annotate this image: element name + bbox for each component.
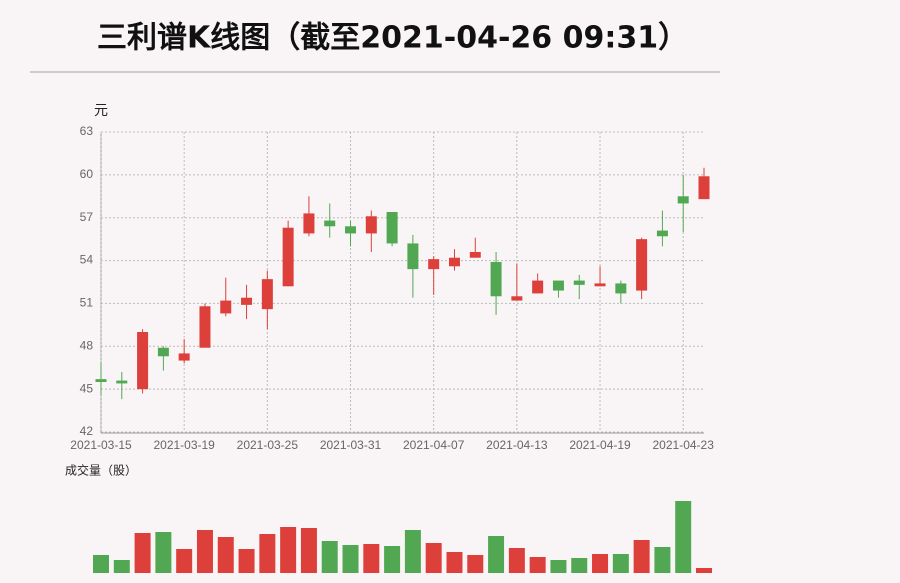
volume-bar [446, 552, 463, 573]
y-tick-label: 51 [80, 296, 94, 310]
candle-body [220, 300, 232, 314]
volume-bar [404, 530, 421, 573]
volume-bar [196, 530, 213, 573]
candle-body [532, 280, 544, 294]
candle-body [511, 296, 523, 301]
volume-bar [612, 554, 629, 573]
y-tick-label: 48 [80, 338, 94, 352]
volume-label: 成交量（股） [65, 463, 137, 478]
candle-body [636, 239, 648, 291]
x-tick-label: 2021-03-15 [70, 438, 132, 452]
candle-body [241, 297, 253, 305]
volume-bar [696, 568, 712, 573]
volume-bar [321, 541, 338, 573]
volume-bar [155, 532, 172, 573]
candle-body [386, 212, 398, 244]
x-tick-label: 2021-04-19 [569, 438, 631, 452]
y-axis-label: 元 [94, 103, 108, 119]
y-tick-label: 63 [80, 124, 94, 138]
volume-bar [217, 537, 234, 573]
y-tick-label: 42 [80, 424, 94, 438]
candle-body [116, 380, 128, 384]
volume-bar [342, 545, 359, 573]
candle-body [469, 252, 481, 258]
volume-bar [259, 534, 276, 573]
candle-body [303, 213, 315, 234]
volume-bar [134, 533, 151, 573]
candle-body [428, 259, 440, 270]
volume-bar [93, 555, 109, 573]
volume-bar [113, 560, 130, 573]
candle-body [365, 216, 377, 234]
volume-bar [176, 549, 193, 573]
volume-bar [571, 558, 588, 573]
x-tick-label: 2021-03-19 [153, 438, 215, 452]
x-tick-label: 2021-04-13 [486, 438, 548, 452]
candle-body [157, 347, 169, 357]
volume-bar [425, 543, 442, 573]
volume-bar [363, 544, 380, 573]
candle-body [594, 283, 606, 287]
y-tick-label: 60 [80, 167, 94, 181]
volume-bar [384, 546, 401, 573]
candle-body [698, 176, 710, 200]
candle-body [261, 279, 273, 310]
candle-body [137, 332, 149, 390]
volume-bar [633, 540, 650, 573]
y-tick-label: 54 [80, 253, 94, 267]
candle-body [199, 306, 211, 348]
x-tick-label: 2021-04-07 [403, 438, 465, 452]
volume-bar [300, 528, 317, 573]
candle-body [552, 280, 564, 291]
candle-body [324, 220, 336, 227]
candle-body [490, 262, 502, 297]
volume-bar [467, 555, 484, 573]
candle-body [345, 226, 357, 234]
volume-bar [280, 527, 297, 573]
candle-body [573, 280, 585, 285]
x-tick-label: 2021-03-25 [237, 438, 299, 452]
x-tick-label: 2021-03-31 [320, 438, 382, 452]
volume-bar [238, 549, 255, 573]
volume-bar [675, 501, 692, 573]
y-tick-label: 57 [80, 210, 94, 224]
x-tick-label: 2021-04-23 [653, 438, 715, 452]
candle-body [282, 227, 294, 287]
volume-bar [654, 547, 671, 573]
candle-body [95, 379, 107, 382]
candle-body [407, 243, 419, 270]
candle-body [448, 257, 460, 267]
volume-bar [488, 536, 505, 573]
volume-bar [508, 548, 525, 573]
y-tick-label: 45 [80, 381, 94, 395]
volume-bar [550, 560, 567, 573]
candle-body [178, 353, 190, 361]
chart-title: 三利谱K线图（截至2021-04-26 09:31） [97, 21, 688, 56]
candle-body [677, 196, 689, 204]
volume-bar [592, 554, 609, 573]
candle-body [615, 283, 627, 294]
candle-body [656, 230, 668, 237]
volume-bar [529, 557, 546, 573]
